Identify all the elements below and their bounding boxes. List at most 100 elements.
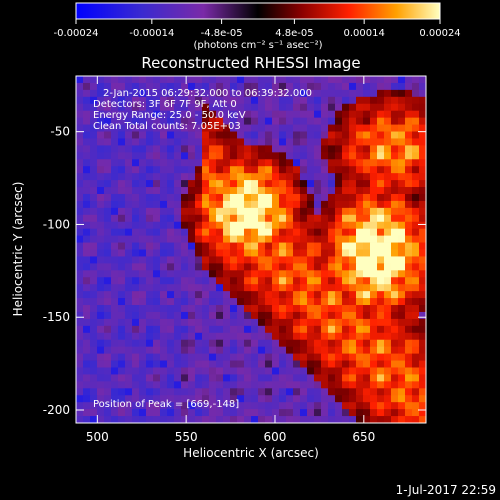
heatmap-cell (251, 124, 259, 132)
heatmap-cell (314, 325, 322, 334)
heatmap-cell (349, 416, 357, 423)
heatmap-cell (125, 124, 133, 132)
heatmap-cell (104, 89, 112, 98)
heatmap-cell (370, 395, 378, 403)
heatmap-cell (419, 235, 426, 243)
heatmap-cell (153, 263, 161, 271)
heatmap-cell (237, 124, 245, 132)
heatmap-cell (370, 187, 378, 195)
heatmap-cell (174, 110, 182, 119)
heatmap-cell (223, 346, 231, 354)
heatmap-cell (419, 360, 426, 368)
heatmap-cell (258, 367, 266, 375)
heatmap-cell (118, 249, 126, 257)
heatmap-cell (146, 395, 154, 403)
heatmap-cell (132, 96, 140, 105)
heatmap-cell (146, 103, 154, 112)
heatmap-cell (293, 173, 301, 181)
heatmap-cell (405, 242, 413, 250)
heatmap-cell (384, 416, 392, 423)
heatmap-cell (167, 339, 175, 348)
heatmap-cell (153, 395, 161, 403)
heatmap-cell (111, 318, 119, 327)
heatmap-cell (104, 263, 112, 271)
heatmap-cell (419, 367, 426, 375)
heatmap-cell (405, 103, 413, 112)
heatmap-cell (111, 152, 119, 160)
heatmap-cell (97, 291, 105, 299)
heatmap-cell (279, 187, 287, 195)
heatmap-cell (181, 395, 189, 403)
heatmap-cell (244, 200, 252, 209)
heatmap-cell (90, 152, 98, 160)
heatmap-cell (349, 131, 357, 139)
heatmap-cell (83, 180, 91, 188)
heatmap-cell (335, 367, 343, 375)
heatmap-cell (230, 131, 238, 139)
heatmap-cell (412, 200, 420, 209)
heatmap-cell (279, 416, 287, 423)
heatmap-cell (167, 291, 175, 299)
heatmap-cell (251, 180, 259, 188)
heatmap-cell (167, 249, 175, 257)
heatmap-cell (307, 173, 315, 181)
heatmap-cell (342, 228, 350, 237)
heatmap-cell (258, 318, 266, 327)
heatmap-cell (188, 117, 196, 125)
heatmap-cell (188, 291, 196, 299)
heatmap-cell (279, 325, 287, 334)
heatmap-cell (419, 207, 426, 216)
heatmap-cell (258, 103, 266, 112)
heatmap-cell (223, 381, 231, 389)
heatmap-cell (111, 395, 119, 403)
heatmap-cell (216, 221, 224, 230)
heatmap-cell (244, 339, 252, 348)
heatmap-cell (174, 200, 182, 209)
heatmap-cell (76, 159, 84, 167)
heatmap-cell (223, 388, 231, 396)
heatmap-cell (209, 367, 217, 375)
heatmap-cell (412, 207, 420, 216)
heatmap-cell (181, 235, 189, 243)
heatmap-cell (258, 332, 266, 341)
heatmap-cell (223, 124, 231, 132)
heatmap-cell (209, 131, 217, 139)
heatmap-cell (202, 193, 210, 202)
heatmap-cell (258, 416, 266, 423)
heatmap-cell (209, 388, 217, 396)
heatmap-cell (370, 325, 378, 334)
heatmap-cell (300, 332, 308, 341)
heatmap-cell (202, 395, 210, 403)
heatmap-cell (76, 235, 84, 243)
heatmap-cell (90, 388, 98, 396)
heatmap-cell (293, 381, 301, 389)
heatmap-cell (335, 166, 343, 174)
heatmap-cell (328, 159, 336, 167)
heatmap-cell (300, 346, 308, 354)
heatmap-cell (328, 180, 336, 188)
heatmap-cell (160, 263, 168, 271)
heatmap-cell (377, 152, 385, 160)
heatmap-cell (391, 193, 399, 202)
heatmap-cell (391, 138, 399, 146)
heatmap-cell (370, 131, 378, 139)
heatmap-cell (272, 103, 280, 112)
heatmap-cell (335, 228, 343, 237)
heatmap-cell (328, 339, 336, 348)
heatmap-cell (146, 193, 154, 202)
heatmap-cell (160, 76, 168, 84)
heatmap-cell (321, 402, 329, 410)
heatmap-cell (342, 145, 350, 153)
heatmap-cell (174, 311, 182, 320)
heatmap-cell (279, 138, 287, 146)
heatmap-cell (391, 166, 399, 174)
heatmap-cell (76, 395, 84, 403)
heatmap-cell (160, 187, 168, 195)
heatmap-cell (412, 298, 420, 306)
heatmap-cell (286, 298, 294, 306)
heatmap-cell (223, 207, 231, 216)
heatmap-cell (237, 318, 245, 327)
heatmap-cell (153, 360, 161, 368)
heatmap-cell (146, 381, 154, 389)
heatmap-cell (286, 367, 294, 375)
